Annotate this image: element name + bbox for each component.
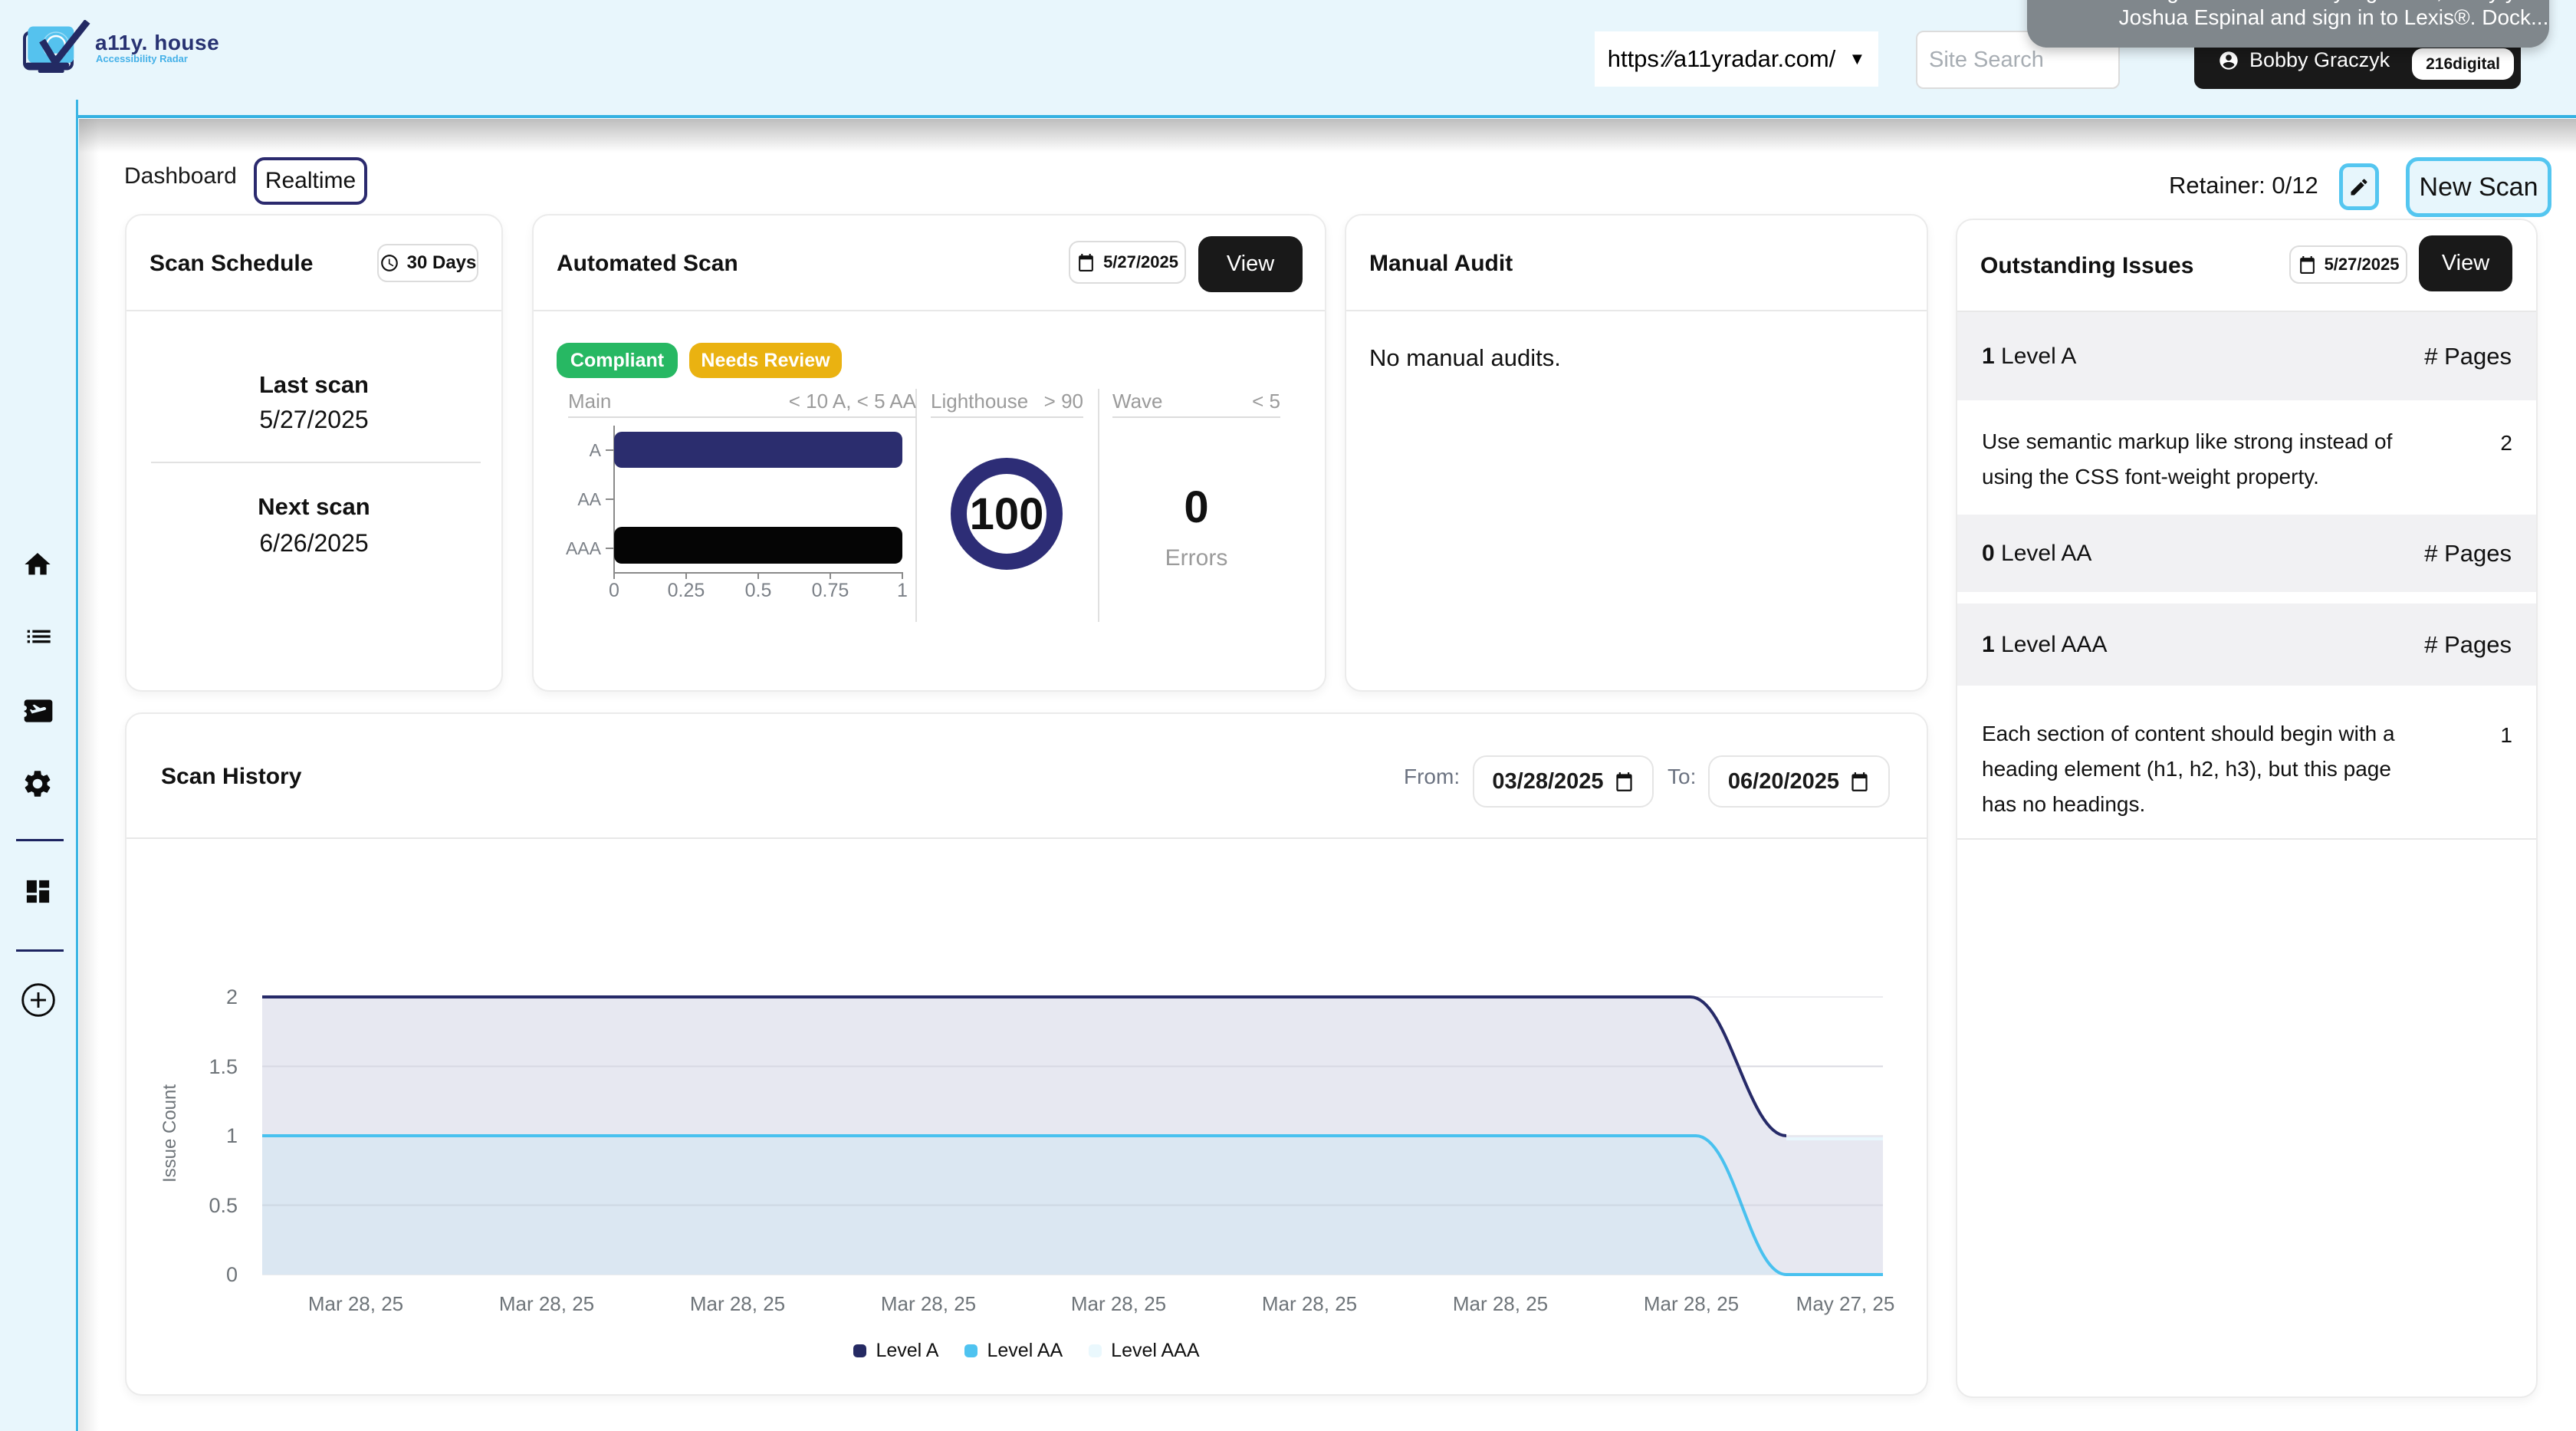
svg-text:May 27, 25: May 27, 25: [1796, 1292, 1895, 1315]
svg-text:0.25: 0.25: [668, 580, 705, 601]
svg-text:A: A: [590, 440, 602, 460]
svg-text:0.5: 0.5: [209, 1194, 238, 1217]
svg-text:Mar 28, 25: Mar 28, 25: [308, 1292, 403, 1315]
svg-text:AA: AA: [577, 489, 601, 509]
svg-text:Mar 28, 25: Mar 28, 25: [881, 1292, 976, 1315]
svg-text:0.75: 0.75: [812, 580, 849, 601]
svg-text:Mar 28, 25: Mar 28, 25: [690, 1292, 785, 1315]
svg-text:0: 0: [226, 1263, 238, 1286]
svg-text:AAA: AAA: [566, 538, 602, 558]
svg-text:Mar 28, 25: Mar 28, 25: [499, 1292, 594, 1315]
svg-text:Mar 28, 25: Mar 28, 25: [1262, 1292, 1357, 1315]
svg-text:Mar 28, 25: Mar 28, 25: [1071, 1292, 1166, 1315]
svg-text:2: 2: [226, 985, 238, 1008]
svg-text:Issue Count: Issue Count: [159, 1084, 180, 1183]
svg-text:1.5: 1.5: [209, 1055, 238, 1078]
svg-text:Mar 28, 25: Mar 28, 25: [1644, 1292, 1739, 1315]
svg-text:0: 0: [609, 580, 619, 601]
svg-text:Mar 28, 25: Mar 28, 25: [1453, 1292, 1548, 1315]
svg-text:1: 1: [897, 580, 908, 601]
svg-text:0.5: 0.5: [745, 580, 772, 601]
svg-text:1: 1: [226, 1124, 238, 1147]
